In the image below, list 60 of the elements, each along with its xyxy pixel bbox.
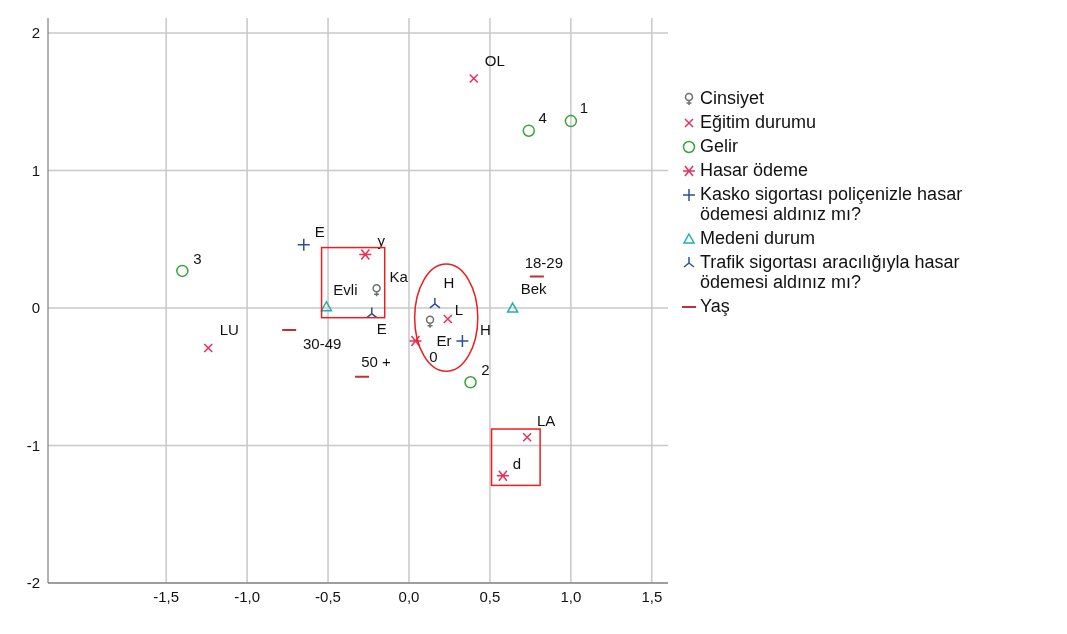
point — [320, 300, 333, 312]
point — [468, 73, 479, 84]
annotation: 50 + — [361, 353, 392, 371]
annotation: 3 — [193, 250, 202, 268]
x-tick-label: -1,0 — [234, 587, 261, 605]
annotation: 2 — [481, 360, 490, 378]
legend-label: Trafik sigortası aracılığıyla hasar ödemesi aldınız mı? — [700, 252, 961, 292]
point — [564, 114, 578, 128]
x-tick-label: -1,5 — [153, 587, 180, 605]
annotation: LA — [536, 411, 556, 429]
annotation: L — [454, 300, 464, 318]
y-tick-label: 1 — [31, 161, 40, 179]
point — [366, 306, 378, 319]
point — [506, 302, 519, 313]
y-tick-label: -2 — [26, 574, 40, 592]
point — [464, 376, 477, 389]
point — [522, 124, 536, 137]
point — [176, 264, 189, 278]
point — [408, 335, 423, 347]
annotation: 4 — [538, 109, 547, 127]
annotation: E — [314, 223, 325, 241]
point — [496, 470, 510, 482]
point — [443, 314, 453, 324]
annotation: 30-49 — [303, 334, 342, 352]
annotation: 0 — [429, 347, 438, 365]
annotation: 18-29 — [524, 253, 564, 271]
y-tick-label: -1 — [26, 436, 40, 454]
legend-label: Medeni durum — [700, 228, 816, 248]
annotation: y — [377, 231, 386, 249]
legend-label: Eğitim durumu — [700, 112, 817, 132]
point — [425, 315, 435, 329]
annotation: Ka — [389, 267, 409, 285]
legend-label: Yaş — [700, 296, 730, 316]
annotation: H — [479, 320, 491, 338]
annotation: Er — [436, 332, 452, 350]
x-tick-label: 0,0 — [398, 587, 420, 605]
legend-label: Gelir — [700, 136, 739, 156]
annotation: Evli — [333, 281, 358, 299]
point — [429, 297, 441, 309]
x-tick-label: 1,0 — [560, 587, 582, 605]
y-tick-label: 0 — [31, 299, 40, 317]
point — [358, 248, 373, 261]
annotation: H — [443, 274, 455, 292]
annotation: E — [376, 320, 387, 338]
point — [203, 343, 214, 353]
x-tick-label: 1,5 — [641, 587, 663, 605]
annotation: OL — [484, 51, 505, 69]
y-tick-label: 2 — [31, 24, 40, 42]
point — [522, 432, 532, 443]
legend-label: Cinsiyet — [700, 88, 765, 108]
legend-label: Kasko sigortası poliçenizle hasar ödemesi aldınız mı? — [700, 184, 964, 224]
legend-label: Hasar ödeme — [700, 160, 809, 180]
annotation: LU — [219, 321, 239, 339]
annotation: 1 — [579, 98, 589, 116]
x-tick-label: 0,5 — [479, 587, 501, 605]
annotation: d — [512, 455, 522, 473]
x-tick-label: -0,5 — [315, 587, 341, 605]
point — [455, 334, 470, 348]
annotation: Bek — [520, 279, 548, 297]
point — [297, 238, 311, 252]
